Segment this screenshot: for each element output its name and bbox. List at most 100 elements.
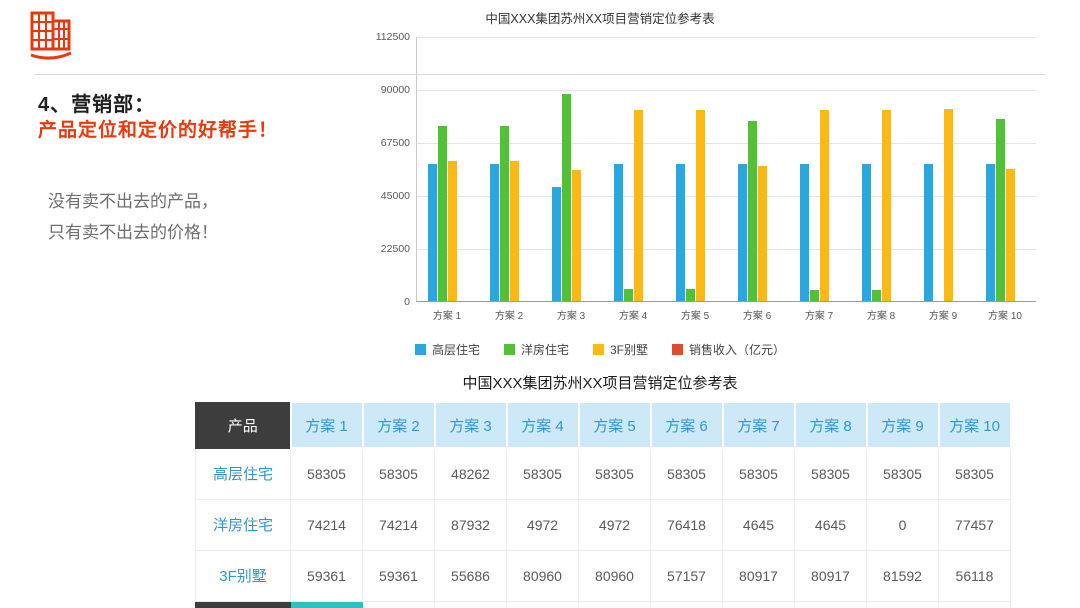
table-cell: 58305	[362, 447, 435, 500]
legend-item: 高层住宅	[414, 341, 480, 358]
table-cell: 77457	[938, 498, 1011, 551]
chart-bar	[562, 93, 571, 301]
chart-bar	[738, 163, 747, 301]
chart-bar	[624, 289, 633, 301]
y-tick-label: 90000	[380, 84, 410, 96]
chart-bar	[696, 110, 705, 301]
x-tick-label: 方案 5	[680, 311, 710, 322]
legend-label: 销售收入（亿元）	[689, 343, 786, 357]
table-cell	[434, 600, 507, 608]
chart-bar	[944, 108, 953, 301]
chart-bar	[872, 290, 881, 301]
chart-bar	[448, 161, 457, 301]
legend-swatch-icon	[672, 344, 684, 355]
x-tick-label: 方案 9	[928, 311, 958, 322]
x-tick-label: 方案 3	[556, 311, 586, 322]
column-header: 方案 3	[433, 401, 508, 449]
x-tick-label: 方案 7	[804, 311, 834, 322]
slogan-line-2: 只有卖不出去的价格！	[48, 223, 218, 242]
table-row-partial	[195, 600, 1011, 608]
table-cell: 58305	[722, 447, 795, 500]
y-tick-label: 0	[404, 296, 410, 308]
chart-bar	[820, 110, 829, 301]
chart-bar	[996, 118, 1005, 301]
column-header: 方案 8	[793, 401, 868, 449]
legend-item: 3F别墅	[593, 341, 648, 358]
table-cell: 58305	[506, 447, 579, 500]
chart-bar	[634, 110, 643, 301]
table-cell: 80960	[506, 549, 579, 602]
table-cell: 57157	[650, 549, 723, 602]
y-tick-label: 112500	[375, 31, 410, 43]
chart-bar	[758, 166, 767, 301]
chart-bar	[800, 163, 809, 301]
chart-bar	[676, 163, 685, 301]
gridline	[417, 37, 1036, 38]
table-cell	[722, 600, 795, 608]
table-cell: 56118	[938, 549, 1011, 602]
slogan-line-1: 没有卖不出去的产品，	[48, 192, 218, 211]
section-heading: 4、营销部：	[38, 94, 156, 116]
gridline	[417, 90, 1036, 91]
column-header: 方案 7	[721, 401, 796, 449]
chart-legend: 高层住宅 洋房住宅 3F别墅 销售收入（亿元）	[120, 341, 1080, 358]
y-tick-label: 45000	[380, 190, 410, 202]
row-label: 高层住宅	[195, 447, 291, 500]
x-tick-label: 方案 4	[618, 311, 648, 322]
x-tick-label: 方案 6	[742, 311, 772, 322]
table-row: 3F别墅 59361 59361 55686 80960 80960 57157 80917 8…	[195, 549, 1011, 602]
column-header: 方案 10	[937, 401, 1012, 449]
table-cell: 58305	[794, 447, 867, 500]
table-cell: 76418	[650, 498, 723, 551]
x-tick-label: 方案 8	[866, 311, 896, 322]
table-cell	[866, 600, 939, 608]
table-cell	[195, 600, 291, 608]
legend-swatch-icon	[503, 344, 515, 355]
legend-item: 销售收入（亿元）	[672, 341, 785, 358]
table-cell: 55686	[434, 549, 507, 602]
table-cell: 48262	[434, 447, 507, 500]
chart-bar	[614, 163, 623, 301]
data-table: 产品 方案 1 方案 2 方案 3 方案 4 方案 5 方案 6 方案 7 方案 8 方案 9 方案…	[195, 401, 1012, 608]
column-header: 方案 5	[577, 401, 652, 449]
table-cell: 80917	[722, 549, 795, 602]
table-cell	[506, 600, 579, 608]
table-cell: 59361	[290, 549, 363, 602]
gridline	[417, 196, 1036, 197]
legend-swatch-icon	[414, 344, 426, 355]
table-cell	[362, 600, 435, 608]
row-label: 洋房住宅	[195, 498, 291, 551]
chart-bar	[862, 163, 871, 301]
chart-bar	[748, 121, 757, 301]
table-cell: 58305	[938, 447, 1011, 500]
x-tick-label: 方案 2	[494, 311, 524, 322]
table-cell: 74214	[290, 498, 363, 551]
table-cell: 4645	[722, 498, 795, 551]
column-header: 方案 6	[649, 401, 724, 449]
slogan-text: 没有卖不出去的产品， 只有卖不出去的价格！	[48, 186, 218, 248]
chart-bar	[686, 289, 695, 301]
chart-bar	[490, 163, 499, 301]
table-row: 高层住宅 58305 58305 48262 58305 58305 58305 58305 5…	[195, 447, 1011, 500]
y-tick-label: 22500	[380, 243, 410, 255]
chart-bar	[500, 126, 509, 301]
table-cell: 58305	[866, 447, 939, 500]
column-header: 方案 4	[505, 401, 580, 449]
chart-bar	[428, 163, 437, 301]
table-cell: 81592	[866, 549, 939, 602]
column-header: 方案 2	[361, 401, 436, 449]
table-cell	[650, 600, 723, 608]
column-header: 方案 1	[289, 401, 364, 449]
legend-label: 3F别墅	[610, 343, 649, 357]
table-header-row: 产品 方案 1 方案 2 方案 3 方案 4 方案 5 方案 6 方案 7 方案 8 方案 9 方案…	[195, 401, 1012, 449]
company-logo-icon	[28, 8, 74, 64]
table-cell: 58305	[578, 447, 651, 500]
table-cell	[794, 600, 867, 608]
chart-title: 中国XXX集团苏州XX项目营销定位参考表	[485, 12, 715, 26]
gridline	[417, 143, 1036, 144]
chart-bar	[924, 163, 933, 301]
y-tick-label: 67500	[380, 137, 410, 149]
row-label: 3F别墅	[195, 549, 291, 602]
chart-bar	[986, 163, 995, 301]
